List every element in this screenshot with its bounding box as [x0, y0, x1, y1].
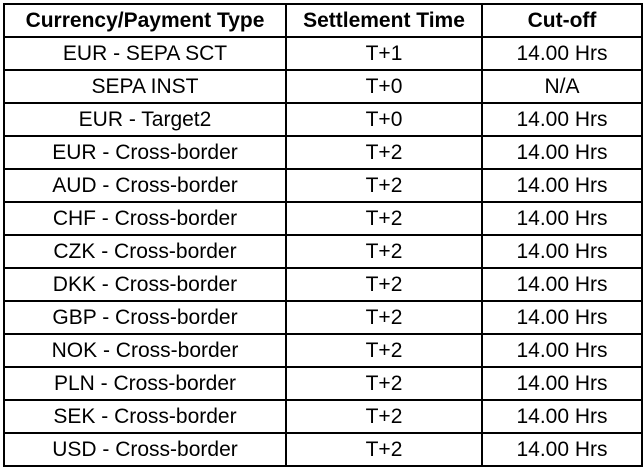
cell-cut-off: 14.00 Hrs [481, 135, 643, 170]
cell-currency-payment-type: USD - Cross-border [3, 432, 287, 467]
cell-cut-off: 14.00 Hrs [481, 366, 643, 401]
cell-settlement-time: T+2 [285, 168, 483, 203]
cell-currency-payment-type: SEK - Cross-border [3, 399, 287, 434]
cell-currency-payment-type: GBP - Cross-border [3, 300, 287, 335]
table-row: CZK - Cross-border T+2 14.00 Hrs [3, 234, 643, 269]
table-row: SEPA INST T+0 N/A [3, 69, 643, 104]
cell-currency-payment-type: PLN - Cross-border [3, 366, 287, 401]
header-settlement-time: Settlement Time [285, 3, 483, 38]
table-row: DKK - Cross-border T+2 14.00 Hrs [3, 267, 643, 302]
table-row: CHF - Cross-border T+2 14.00 Hrs [3, 201, 643, 236]
cell-currency-payment-type: DKK - Cross-border [3, 267, 287, 302]
cell-cut-off: 14.00 Hrs [481, 267, 643, 302]
cell-cut-off: 14.00 Hrs [481, 201, 643, 236]
cell-cut-off: 14.00 Hrs [481, 399, 643, 434]
cell-currency-payment-type: EUR - SEPA SCT [3, 36, 287, 71]
cell-settlement-time: T+2 [285, 333, 483, 368]
cell-settlement-time: T+2 [285, 366, 483, 401]
cell-currency-payment-type: SEPA INST [3, 69, 287, 104]
cell-settlement-time: T+0 [285, 69, 483, 104]
table-row: USD - Cross-border T+2 14.00 Hrs [3, 432, 643, 467]
cell-settlement-time: T+0 [285, 102, 483, 137]
table-row: EUR - Cross-border T+2 14.00 Hrs [3, 135, 643, 170]
cell-settlement-time: T+2 [285, 432, 483, 467]
cell-currency-payment-type: AUD - Cross-border [3, 168, 287, 203]
cell-settlement-time: T+2 [285, 135, 483, 170]
cell-currency-payment-type: CHF - Cross-border [3, 201, 287, 236]
cell-settlement-time: T+1 [285, 36, 483, 71]
cell-cut-off: 14.00 Hrs [481, 234, 643, 269]
cell-settlement-time: T+2 [285, 234, 483, 269]
table-row: PLN - Cross-border T+2 14.00 Hrs [3, 366, 643, 401]
cell-cut-off: 14.00 Hrs [481, 102, 643, 137]
table-row: SEK - Cross-border T+2 14.00 Hrs [3, 399, 643, 434]
cell-settlement-time: T+2 [285, 201, 483, 236]
header-currency-payment-type: Currency/Payment Type [3, 3, 287, 38]
table-row: GBP - Cross-border T+2 14.00 Hrs [3, 300, 643, 335]
table-row: NOK - Cross-border T+2 14.00 Hrs [3, 333, 643, 368]
cell-currency-payment-type: EUR - Target2 [3, 102, 287, 137]
settlement-table: Currency/Payment Type Settlement Time Cu… [3, 3, 643, 467]
cell-cut-off: 14.00 Hrs [481, 333, 643, 368]
cell-currency-payment-type: CZK - Cross-border [3, 234, 287, 269]
cell-currency-payment-type: NOK - Cross-border [3, 333, 287, 368]
cell-settlement-time: T+2 [285, 399, 483, 434]
cell-cut-off: 14.00 Hrs [481, 300, 643, 335]
cell-cut-off: 14.00 Hrs [481, 432, 643, 467]
table-row: AUD - Cross-border T+2 14.00 Hrs [3, 168, 643, 203]
cell-cut-off: 14.00 Hrs [481, 36, 643, 71]
cell-cut-off: 14.00 Hrs [481, 168, 643, 203]
table-row: EUR - Target2 T+0 14.00 Hrs [3, 102, 643, 137]
cell-settlement-time: T+2 [285, 267, 483, 302]
header-cut-off: Cut-off [481, 3, 643, 38]
table-row: EUR - SEPA SCT T+1 14.00 Hrs [3, 36, 643, 71]
cell-currency-payment-type: EUR - Cross-border [3, 135, 287, 170]
cell-settlement-time: T+2 [285, 300, 483, 335]
table-header-row: Currency/Payment Type Settlement Time Cu… [3, 3, 643, 38]
cell-cut-off: N/A [481, 69, 643, 104]
